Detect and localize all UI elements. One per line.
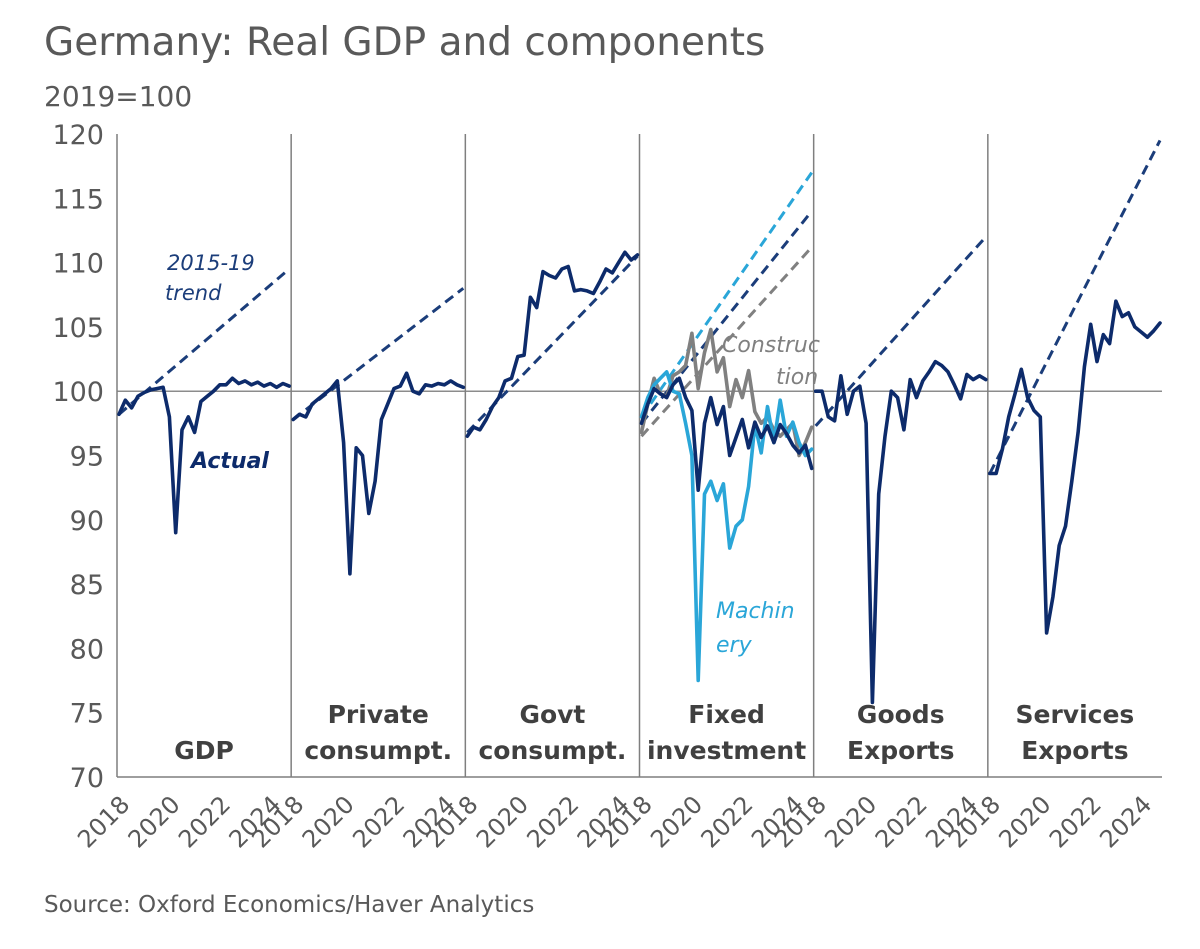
annotation-construction: Construc <box>722 333 820 358</box>
panel-label: GDP <box>174 736 234 765</box>
series-line-actual <box>465 250 640 439</box>
x-tick-label: 2020 <box>994 790 1057 853</box>
x-tick-label: 2022 <box>347 790 410 853</box>
x-tick-label: 2020 <box>471 790 534 853</box>
x-tick-label: 2024 <box>1094 790 1157 853</box>
y-tick-label: 115 <box>52 184 104 215</box>
y-tick-label: 105 <box>52 313 104 344</box>
source-note: Source: Oxford Economics/Haver Analytics <box>44 892 535 918</box>
series-line-actual <box>117 376 292 535</box>
x-tick-label: 2022 <box>696 790 759 853</box>
panel-label: Govt <box>519 700 585 729</box>
annotation-actual: Actual <box>189 449 269 474</box>
panel-label: investment <box>647 736 806 765</box>
series-line-fixed-investment <box>639 376 814 493</box>
chart-title: Germany: Real GDP and components <box>44 20 766 65</box>
annotation-machinery: Machin <box>716 599 795 624</box>
annotation-construction: tion <box>776 365 818 390</box>
y-tick-label: 120 <box>52 120 104 151</box>
panel-label: consumpt. <box>304 736 452 765</box>
x-tick-label: 2020 <box>123 790 186 853</box>
series-line-machinery <box>639 370 814 683</box>
y-tick-label: 80 <box>70 634 104 665</box>
x-tick-label: 2022 <box>1044 790 1107 853</box>
y-tick-label: 90 <box>70 506 104 537</box>
x-tick-label: 2020 <box>645 790 708 853</box>
x-tick-label: 2022 <box>173 790 236 853</box>
x-tick-label: 2020 <box>297 790 360 853</box>
y-tick-label: 70 <box>70 763 104 794</box>
panel-label: Private <box>328 700 429 729</box>
panel-label: Goods <box>857 700 945 729</box>
series-line-2015-19-trend <box>988 139 1162 475</box>
series-line-construction-trend <box>640 246 813 438</box>
panel-label: Exports <box>1021 736 1128 765</box>
y-tick-label: 85 <box>70 570 104 601</box>
y-tick-label: 75 <box>70 699 104 730</box>
panel-label: Fixed <box>688 700 765 729</box>
annotation-machinery: ery <box>716 633 753 658</box>
x-tick-label: 2020 <box>819 790 882 853</box>
series-line-actual <box>291 371 466 576</box>
series-line-actual <box>813 359 988 705</box>
chart-subtitle: 2019=100 <box>44 80 193 113</box>
x-tick-label: 2022 <box>521 790 584 853</box>
y-tick-label: 95 <box>70 442 104 473</box>
y-tick-label: 100 <box>52 377 104 408</box>
y-tick-label: 110 <box>52 249 104 280</box>
series-line-fixed-investment-trend <box>640 210 813 425</box>
panel-label: Exports <box>847 736 954 765</box>
panel-label: consumpt. <box>478 736 626 765</box>
annotation-trend: 2015-19 <box>167 251 255 275</box>
x-tick-label: 2018 <box>72 790 135 853</box>
x-tick-label: 2022 <box>870 790 933 853</box>
panel-label: Services <box>1016 700 1135 729</box>
series-line-2015-19-trend <box>814 235 987 427</box>
annotation-trend: trend <box>165 281 222 305</box>
series-line-actual <box>987 299 1162 635</box>
